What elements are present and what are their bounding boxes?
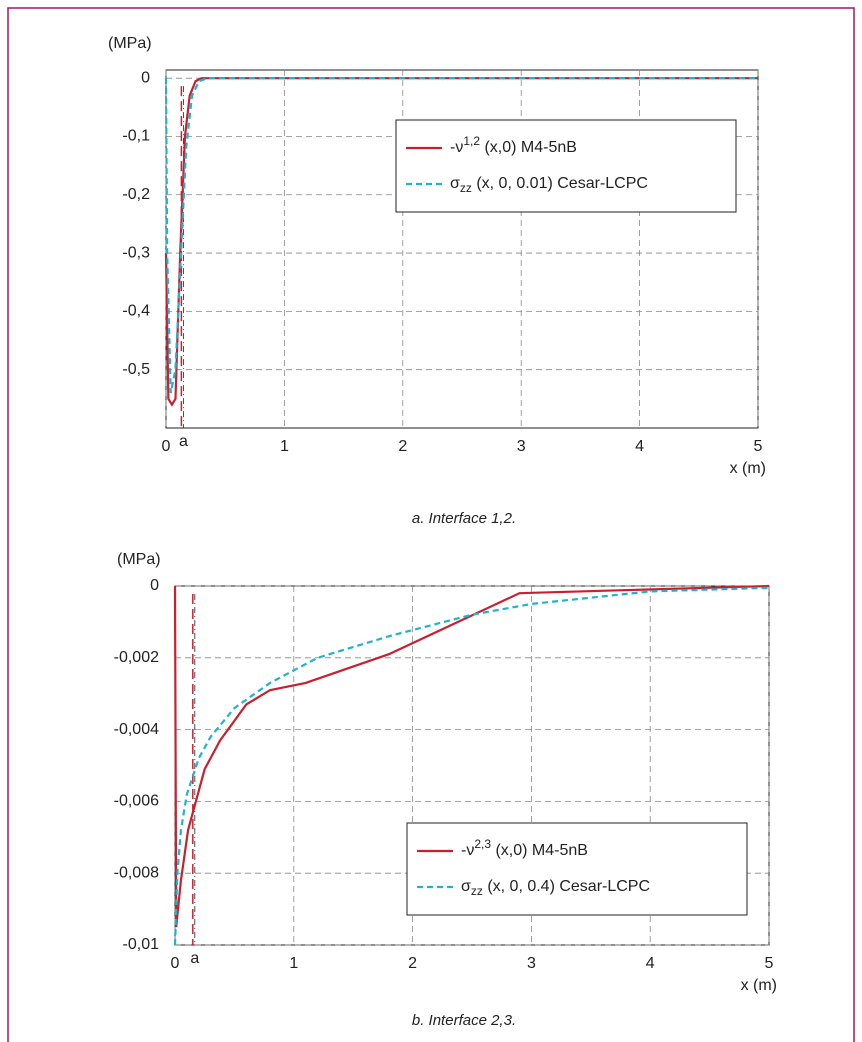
x-tick-label: 5 [754, 438, 763, 455]
x-tick-label: 3 [517, 438, 526, 455]
y-tick-label: -0,008 [114, 864, 159, 881]
x-tick-label: 1 [280, 438, 289, 455]
plot-frame [165, 69, 759, 429]
legend-label-rest: (x, 0, 0.01) Cesar-LCPC [472, 175, 648, 192]
x-tick-label: 2 [398, 438, 407, 455]
x-tick-label: 4 [646, 955, 655, 972]
page-border [7, 7, 855, 1042]
caption: a. Interface 1,2. [412, 510, 516, 527]
y-tick-label: -0,3 [122, 244, 150, 261]
legend-box [406, 822, 748, 916]
legend-label-script: zz [471, 884, 483, 898]
y-tick-label: -0,004 [114, 721, 159, 738]
legend-label: -ν1,2 (x,0) M4-5nB [450, 134, 577, 156]
data-line [164, 77, 758, 407]
legend-label-script: zz [460, 181, 472, 195]
x-tick-label: 4 [635, 438, 644, 455]
x-axis-label: x (m) [741, 977, 777, 994]
x-tick-label: 0 [162, 438, 171, 455]
legend-label-rest: (x, 0, 0.4) Cesar-LCPC [483, 878, 650, 895]
y-tick-label: -0,006 [114, 793, 159, 810]
legend-label: -ν2,3 (x,0) M4-5nB [461, 837, 588, 859]
y-axis-label: (MPa) [108, 35, 152, 52]
legend-label-script: 2,3 [474, 837, 491, 851]
y-axis-label: (MPa) [117, 551, 161, 568]
caption: b. Interface 2,3. [412, 1012, 516, 1029]
annotation-label: a [179, 433, 188, 450]
legend-box [395, 119, 737, 213]
legend-label-base: -ν [461, 842, 474, 859]
data-line [164, 77, 758, 394]
legend-label-rest: (x,0) M4-5nB [480, 139, 577, 156]
x-tick-label: 2 [408, 955, 417, 972]
y-tick-label: 0 [150, 577, 159, 594]
x-tick-label: 3 [527, 955, 536, 972]
legend-label: σzz (x, 0, 0.01) Cesar-LCPC [450, 175, 648, 195]
y-tick-label: -0,1 [122, 128, 150, 145]
y-tick-label: -0,002 [114, 649, 159, 666]
y-tick-label: -0,2 [122, 186, 150, 203]
legend-label-rest: (x,0) M4-5nB [491, 842, 588, 859]
legend-label-base: σ [450, 175, 460, 192]
legend-label-base: σ [461, 878, 471, 895]
x-tick-label: 1 [289, 955, 298, 972]
data-line [173, 584, 770, 928]
x-tick-label: 5 [765, 955, 774, 972]
x-axis-label: x (m) [730, 460, 766, 477]
y-tick-label: -0,4 [122, 303, 150, 320]
legend-label-base: -ν [450, 139, 463, 156]
y-tick-label: -0,5 [122, 361, 150, 378]
x-tick-label: 0 [171, 955, 180, 972]
y-tick-label: -0,01 [123, 936, 160, 953]
y-tick-label: 0 [141, 69, 150, 86]
annotation-label: a [190, 950, 199, 967]
legend-label-script: 1,2 [463, 134, 480, 148]
data-line [173, 586, 770, 946]
legend-label: σzz (x, 0, 0.4) Cesar-LCPC [461, 878, 650, 898]
